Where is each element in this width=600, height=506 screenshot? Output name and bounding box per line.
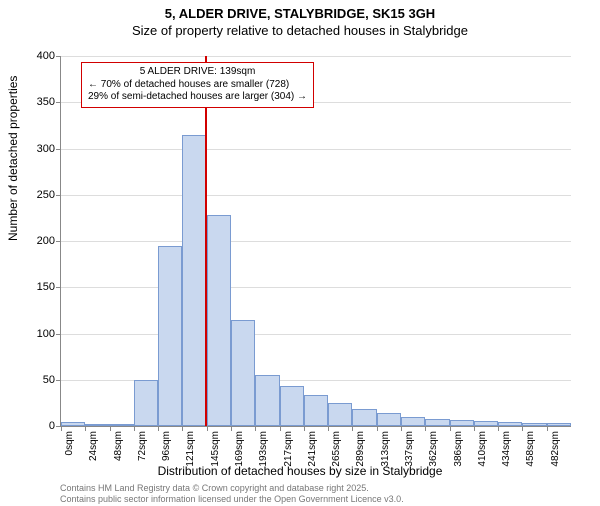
xtick-mark (425, 426, 426, 431)
chart-area: 0501001502002503003504000sqm24sqm48sqm72… (60, 56, 570, 426)
histogram-bar (158, 246, 182, 426)
xtick-label: 482sqm (550, 431, 561, 467)
xtick-label: 386sqm (453, 431, 464, 467)
xtick-label: 410sqm (477, 431, 488, 467)
xtick-mark (377, 426, 378, 431)
xtick-mark (352, 426, 353, 431)
xtick-mark (328, 426, 329, 431)
ytick-label: 0 (15, 420, 55, 432)
xtick-mark (280, 426, 281, 431)
ytick-mark (56, 149, 61, 150)
ytick-label: 400 (15, 50, 55, 62)
histogram-bar (328, 403, 352, 426)
xtick-mark (498, 426, 499, 431)
histogram-bar (401, 417, 425, 426)
xtick-label: 72sqm (137, 431, 148, 461)
footnote-line1: Contains HM Land Registry data © Crown c… (60, 483, 369, 493)
xtick-mark (450, 426, 451, 431)
xtick-mark (255, 426, 256, 431)
histogram-bar (231, 320, 255, 426)
histogram-bar (304, 395, 328, 426)
gridline (61, 334, 571, 335)
xtick-mark (207, 426, 208, 431)
xtick-mark (231, 426, 232, 431)
histogram-bar (182, 135, 206, 426)
ytick-label: 350 (15, 96, 55, 108)
xtick-label: 145sqm (210, 431, 221, 467)
histogram-bar (498, 422, 522, 426)
chart-title: 5, ALDER DRIVE, STALYBRIDGE, SK15 3GH (0, 6, 600, 21)
histogram-bar (522, 423, 546, 426)
xtick-label: 0sqm (64, 431, 75, 455)
annotation-line2: ← 70% of detached houses are smaller (72… (88, 79, 307, 92)
xtick-mark (522, 426, 523, 431)
xtick-mark (158, 426, 159, 431)
histogram-bar (450, 420, 474, 426)
xtick-mark (110, 426, 111, 431)
ytick-mark (56, 56, 61, 57)
histogram-bar (255, 375, 279, 426)
histogram-bar (207, 215, 231, 426)
histogram-bar (547, 423, 571, 426)
histogram-bar (474, 421, 498, 426)
ytick-label: 50 (15, 374, 55, 386)
xtick-mark (85, 426, 86, 431)
ytick-label: 150 (15, 281, 55, 293)
xtick-label: 169sqm (234, 431, 245, 467)
xtick-mark (182, 426, 183, 431)
xtick-label: 121sqm (185, 431, 196, 467)
xtick-label: 241sqm (307, 431, 318, 467)
xtick-label: 24sqm (88, 431, 99, 461)
gridline (61, 56, 571, 57)
ytick-mark (56, 195, 61, 196)
xtick-mark (401, 426, 402, 431)
gridline (61, 149, 571, 150)
ytick-mark (56, 287, 61, 288)
ytick-mark (56, 102, 61, 103)
xtick-mark (474, 426, 475, 431)
x-axis-label: Distribution of detached houses by size … (0, 464, 600, 478)
xtick-label: 217sqm (283, 431, 294, 467)
histogram-bar (377, 413, 401, 426)
histogram-bar (110, 424, 134, 426)
histogram-bar (85, 424, 109, 426)
ytick-label: 300 (15, 143, 55, 155)
ytick-label: 200 (15, 235, 55, 247)
footnote: Contains HM Land Registry data © Crown c… (60, 483, 404, 504)
xtick-mark (61, 426, 62, 431)
xtick-label: 434sqm (501, 431, 512, 467)
gridline (61, 287, 571, 288)
xtick-label: 313sqm (380, 431, 391, 467)
gridline (61, 195, 571, 196)
xtick-label: 458sqm (525, 431, 536, 467)
xtick-label: 96sqm (161, 431, 172, 461)
xtick-mark (547, 426, 548, 431)
ytick-mark (56, 334, 61, 335)
gridline (61, 241, 571, 242)
histogram-bar (425, 419, 449, 426)
xtick-label: 265sqm (331, 431, 342, 467)
chart-subtitle: Size of property relative to detached ho… (0, 23, 600, 38)
reference-line (205, 56, 207, 426)
xtick-label: 289sqm (355, 431, 366, 467)
ytick-mark (56, 241, 61, 242)
ytick-mark (56, 380, 61, 381)
xtick-label: 337sqm (404, 431, 415, 467)
histogram-bar (280, 386, 304, 426)
ytick-label: 250 (15, 189, 55, 201)
footnote-line2: Contains public sector information licen… (60, 494, 404, 504)
xtick-label: 362sqm (428, 431, 439, 467)
xtick-mark (134, 426, 135, 431)
annotation-line1: 5 ALDER DRIVE: 139sqm (88, 66, 307, 79)
annotation-box: 5 ALDER DRIVE: 139sqm← 70% of detached h… (81, 62, 314, 108)
plot-area: 0501001502002503003504000sqm24sqm48sqm72… (60, 56, 571, 427)
xtick-label: 193sqm (258, 431, 269, 467)
xtick-label: 48sqm (113, 431, 124, 461)
ytick-label: 100 (15, 328, 55, 340)
xtick-mark (304, 426, 305, 431)
histogram-bar (134, 380, 158, 426)
annotation-line3: 29% of semi-detached houses are larger (… (88, 91, 307, 104)
histogram-bar (61, 422, 85, 426)
histogram-bar (352, 409, 376, 426)
